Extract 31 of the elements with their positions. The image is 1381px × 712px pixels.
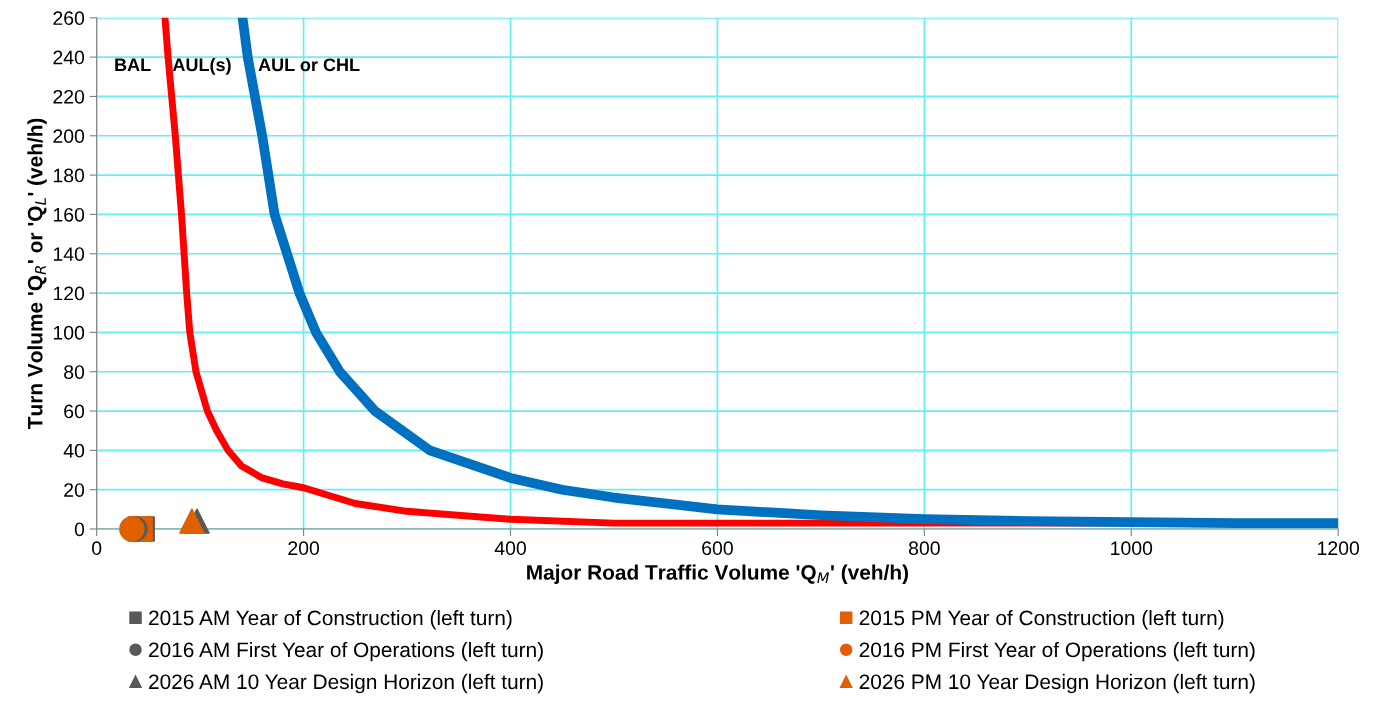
x-tick-label: 600 [702,541,733,556]
x-tick-label: 400 [494,541,526,556]
legend-label: 2026 PM 10 Year Design Horizon (left turn) [859,673,1255,694]
y-tick-label: 180 [53,168,85,183]
x-tick-label: 200 [288,541,320,556]
y-tick-label: 40 [63,443,85,458]
x-tick-label: 1000 [1111,541,1153,556]
y-tick-label: 60 [64,404,85,419]
legend-label: 2015 AM Year of Construction (left turn) [149,609,512,630]
y-tick-label: 260 [53,11,85,26]
annotation: BAL [115,58,151,72]
x-tick-label: 0 [92,541,102,556]
y-tick-label: 120 [53,286,85,301]
legend-label: 2016 AM First Year of Operations (left turn) [149,641,543,662]
legend-label: 2026 AM 10 Year Design Horizon (left turn) [149,673,543,694]
legend-label: 2015 PM Year of Construction (left turn) [859,609,1224,630]
x-axis-title: Major Road Traffic Volume 'Q$_{M}$' (veh/h) [527,564,908,584]
y-tick-label: 0 [74,522,85,537]
x-tick-label: 800 [908,541,940,556]
y-tick-label: 140 [53,247,85,261]
y-tick-label: 100 [53,325,85,340]
legend-label: 2016 PM First Year of Operations (left turn) [859,641,1255,662]
annotation: AUL(s) [172,57,231,75]
y-tick-label: 200 [53,129,85,144]
y-tick-label: 240 [53,50,85,65]
y-tick-label: 20 [64,483,85,497]
x-tick-label: 1200 [1318,541,1360,556]
y-axis-title: Turn Volume 'Q$_{R}$' or 'Q$_{L}$' (veh/h) [27,118,47,430]
y-tick-label: 220 [53,89,85,104]
y-tick-label: 160 [53,207,85,222]
y-tick-label: 80 [64,365,85,379]
